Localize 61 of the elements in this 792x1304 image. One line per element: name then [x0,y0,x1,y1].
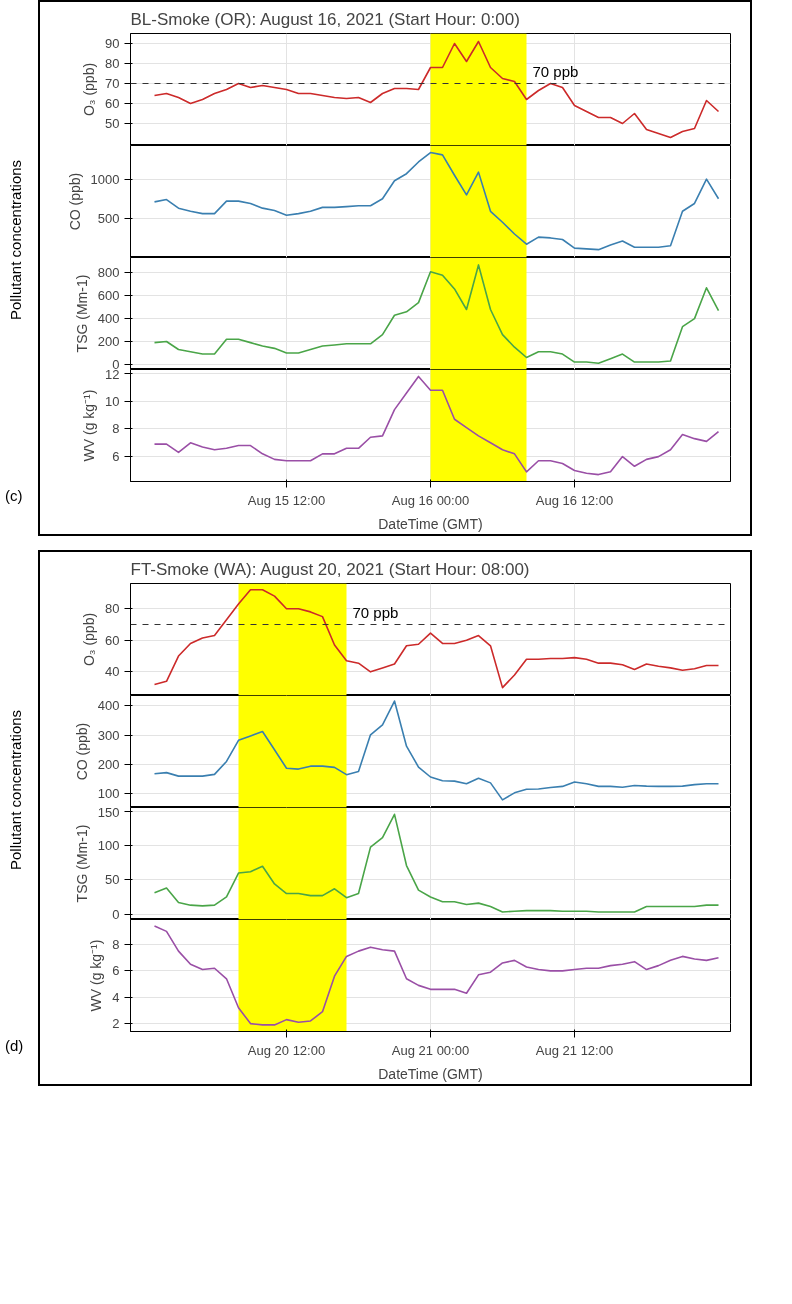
x-tick-label: Aug 20 12:00 [247,1042,326,1058]
y-tick-label: 150 [97,804,120,820]
line-series [153,264,720,365]
y-tick-label: 70 [105,76,120,91]
y-tick-label: 8 [112,421,120,437]
y-axis-title: CO (ppb) [66,172,83,231]
y-tick-label: 60 [105,632,120,648]
y-tick-label: 40 [105,664,120,680]
y-tick-label: 0 [112,906,120,922]
y-tick-label: 80 [105,601,120,617]
y-tick-label: 100 [97,838,120,854]
y-axis-title: O₃ (ppb) [81,612,98,667]
text: (c) [5,486,23,506]
y-axis-title: WV (g kg⁻¹) [88,939,105,1012]
x-tick-label: Aug 21 12:00 [535,1042,614,1058]
y-tick-label: 80 [105,56,120,71]
line-series [153,700,720,801]
y-tick-label: 200 [97,334,120,349]
y-tick-label: 1000 [90,171,120,187]
text: Pollutant concentrations [6,709,25,871]
y-tick-label: 400 [97,311,120,327]
y-tick-label: 800 [97,265,120,281]
line-series [153,925,720,1026]
y-tick-label: 50 [105,116,120,131]
y-tick-label: 10 [105,393,120,409]
x-tick-label: Aug 21 00:00 [391,1042,470,1058]
y-tick-label: 90 [105,36,120,51]
y-tick-label: 8 [112,937,120,953]
y-axis-title: TSG (Mm-1) [73,274,90,353]
ref-line-label: 70 ppb [352,603,399,621]
x-tick-label: Aug 16 12:00 [535,492,614,508]
y-tick-label: 6 [112,963,120,979]
line-series [153,375,720,476]
x-axis-title: DateTime (GMT) [378,515,483,532]
text: (d) [5,1036,24,1056]
x-tick-label: Aug 16 00:00 [391,492,470,508]
y-tick-label: 600 [97,288,120,304]
chart-title: FT-Smoke (WA): August 20, 2021 (Start Hour: 08:00) [130,559,530,579]
y-tick-label: 100 [97,786,120,802]
line-series [153,40,720,139]
text: Pollutant concentrations [6,159,25,321]
ref-line-label: 70 ppb [532,62,579,80]
y-tick-label: 60 [105,96,120,111]
y-tick-label: 2 [112,1016,120,1032]
line-series [153,813,720,913]
y-tick-label: 6 [112,449,120,465]
y-axis-title: O₃ (ppb) [81,62,98,117]
y-tick-label: 300 [97,727,120,743]
line-series [153,589,720,689]
line-series [153,151,720,251]
y-tick-label: 50 [105,872,120,888]
y-tick-label: 200 [97,756,120,772]
chart-title: BL-Smoke (OR): August 16, 2021 (Start Hour: 0:00) [130,9,520,29]
y-axis-title: CO (ppb) [73,722,90,781]
x-tick-label: Aug 15 12:00 [247,492,326,508]
y-tick-label: 400 [97,698,120,714]
y-tick-label: 500 [97,210,120,226]
y-tick-label: 4 [112,989,120,1005]
y-axis-title: WV (g kg⁻¹) [81,389,98,462]
y-axis-title: TSG (Mm-1) [73,824,90,903]
x-axis-title: DateTime (GMT) [378,1065,483,1082]
